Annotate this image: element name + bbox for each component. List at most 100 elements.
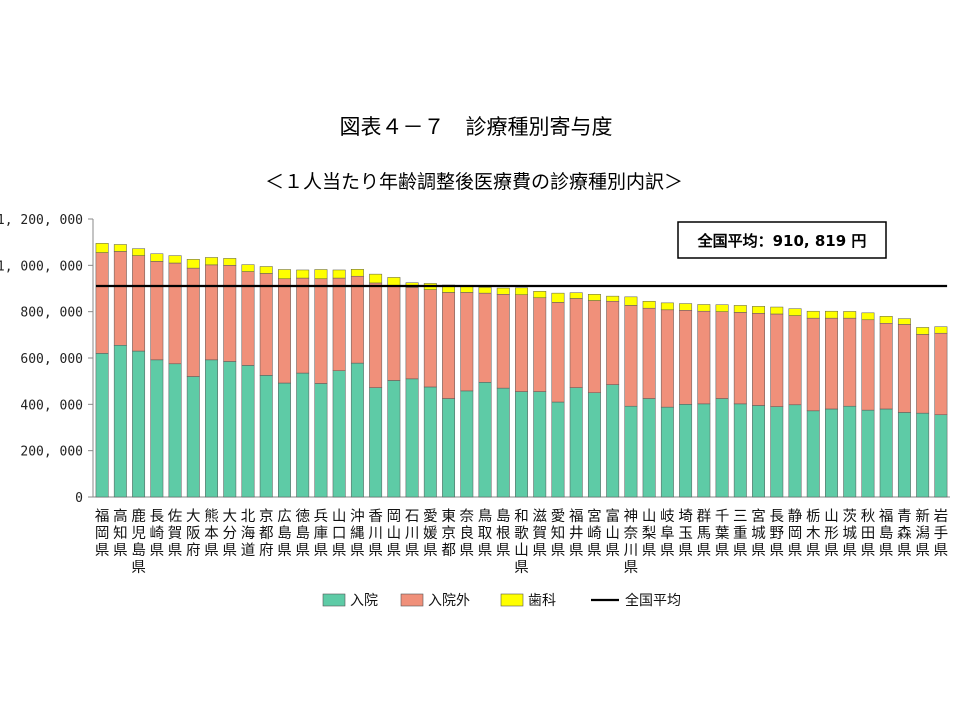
x-tick-label: 群馬県 <box>697 508 712 559</box>
bar-segment-inpatient <box>150 359 164 498</box>
bar-segment-inpatient <box>916 412 930 498</box>
legend-label: 歯科 <box>528 593 556 609</box>
bar-segment-outpatient <box>697 310 711 405</box>
x-tick-label: 宮城県 <box>751 508 766 559</box>
x-tick-label: 岡山県 <box>387 509 402 559</box>
bar-segment-outpatient <box>496 294 510 389</box>
bar-segment-outpatient <box>314 278 328 384</box>
bar-segment-outpatient <box>788 315 802 406</box>
bar-segment-dental <box>223 258 237 266</box>
bar-segment-outpatient <box>825 317 838 410</box>
bar-segment-dental <box>825 310 838 319</box>
bar-segment-dental <box>113 244 127 252</box>
x-tick-label: 福岡県 <box>95 508 110 559</box>
bar-segment-inpatient <box>460 390 474 498</box>
bar-segment-outpatient <box>460 292 474 392</box>
x-tick-label: 神奈川県 <box>624 508 639 576</box>
x-tick-label: 福島県 <box>879 508 894 559</box>
x-tick-label: 山口県 <box>332 508 347 559</box>
bar-segment-dental <box>478 287 492 294</box>
bar-segment-outpatient <box>879 323 893 410</box>
bar-segment-inpatient <box>660 406 674 498</box>
x-tick-label: 島根県 <box>496 508 511 559</box>
bar-segment-dental <box>788 308 802 316</box>
legend-label: 入院 <box>350 593 378 609</box>
x-tick-label: 京都府 <box>259 508 274 559</box>
bar-segment-dental <box>569 292 583 299</box>
bar-segment-dental <box>350 269 364 277</box>
bar-segment-dental <box>314 269 328 280</box>
bar-segment-outpatient <box>606 300 620 385</box>
y-tick-label: 600, 000 <box>20 352 83 367</box>
bar-segment-inpatient <box>350 362 364 498</box>
chart-title: 図表４－７ 診療種別寄与度 <box>340 115 613 139</box>
x-tick-label: 大阪府 <box>186 508 201 559</box>
y-tick-label: 400, 000 <box>20 398 83 413</box>
x-axis-labels: 福岡県高知県鹿児島県長崎県佐賀県大阪府熊本県大分県北海道京都府広島県徳島県兵庫県… <box>95 507 948 576</box>
x-tick-label: 北海道 <box>241 508 256 559</box>
bar-segment-dental <box>715 304 729 312</box>
bar-segment-outpatient <box>587 300 601 393</box>
bar-segment-outpatient <box>733 312 747 405</box>
y-tick-label: 800, 000 <box>20 306 83 321</box>
x-tick-label: 秋田県 <box>861 508 876 559</box>
bar-segment-dental <box>278 269 291 280</box>
bar-segment-outpatient <box>387 285 401 381</box>
bar-segment-outpatient <box>770 313 784 407</box>
x-tick-label: 富山県 <box>605 507 620 559</box>
bar-segment-inpatient <box>715 398 729 498</box>
bar-segment-inpatient <box>369 387 383 498</box>
bar-segment-inpatient <box>278 382 291 498</box>
bar-segment-inpatient <box>442 398 456 498</box>
bar-segment-dental <box>186 259 200 269</box>
bar-segment-outpatient <box>132 255 146 352</box>
bar-segment-dental <box>95 243 109 253</box>
annotation-box: 全国平均：910, 819 円 <box>677 221 887 259</box>
bar-segment-outpatient <box>843 317 857 407</box>
bar-segment-inpatient <box>296 372 310 498</box>
bar-segment-inpatient <box>733 403 747 498</box>
bar-segment-outpatient <box>569 298 583 388</box>
bar-segment-dental <box>332 269 346 279</box>
bar-segment-outpatient <box>405 287 419 380</box>
x-tick-label: 福井県 <box>569 508 584 559</box>
bar-segment-inpatient <box>332 370 346 498</box>
bar-segment-dental <box>296 269 310 279</box>
bar-segment-outpatient <box>515 294 528 392</box>
bar-segment-outpatient <box>897 324 911 413</box>
x-tick-label: 岐阜県 <box>660 508 675 559</box>
bar-segment-inpatient <box>132 350 146 498</box>
legend-swatch-dental <box>500 593 524 607</box>
y-tick-label: 200, 000 <box>20 445 83 460</box>
bar-segment-dental <box>259 266 273 274</box>
legend-swatch-inpatient <box>322 593 346 607</box>
x-tick-label: 新潟県 <box>915 508 930 559</box>
bar-segment-outpatient <box>113 251 127 346</box>
bar-segment-outpatient <box>679 310 693 405</box>
bar-segment-outpatient <box>369 282 383 388</box>
bar-segment-inpatient <box>934 414 948 498</box>
bar-segment-inpatient <box>205 359 218 498</box>
x-tick-label: 鳥取県 <box>478 508 493 559</box>
bar-segment-inpatient <box>606 384 620 498</box>
bar-segment-outpatient <box>533 297 547 392</box>
bar-segment-dental <box>916 327 930 335</box>
bar-segment-inpatient <box>697 403 711 498</box>
bar-segment-dental <box>697 304 711 312</box>
bar-segment-outpatient <box>478 292 492 383</box>
bar-segment-outpatient <box>642 307 656 399</box>
x-tick-label: 兵庫県 <box>314 508 329 559</box>
bar-segment-outpatient <box>296 277 310 374</box>
bar-segment-dental <box>150 253 164 262</box>
bar-segment-inpatient <box>843 405 857 498</box>
bar-segment-outpatient <box>624 305 638 407</box>
bar-segment-inpatient <box>879 408 893 498</box>
bar-segment-outpatient <box>861 319 875 411</box>
legend-label: 入院外 <box>428 593 470 609</box>
bar-segment-inpatient <box>496 387 510 498</box>
bar-segment-outpatient <box>332 277 346 371</box>
bar-segment-inpatient <box>861 409 875 498</box>
bar-segment-outpatient <box>752 313 765 406</box>
x-tick-label: 埼玉県 <box>678 508 693 559</box>
x-tick-label: 石川県 <box>405 509 420 559</box>
